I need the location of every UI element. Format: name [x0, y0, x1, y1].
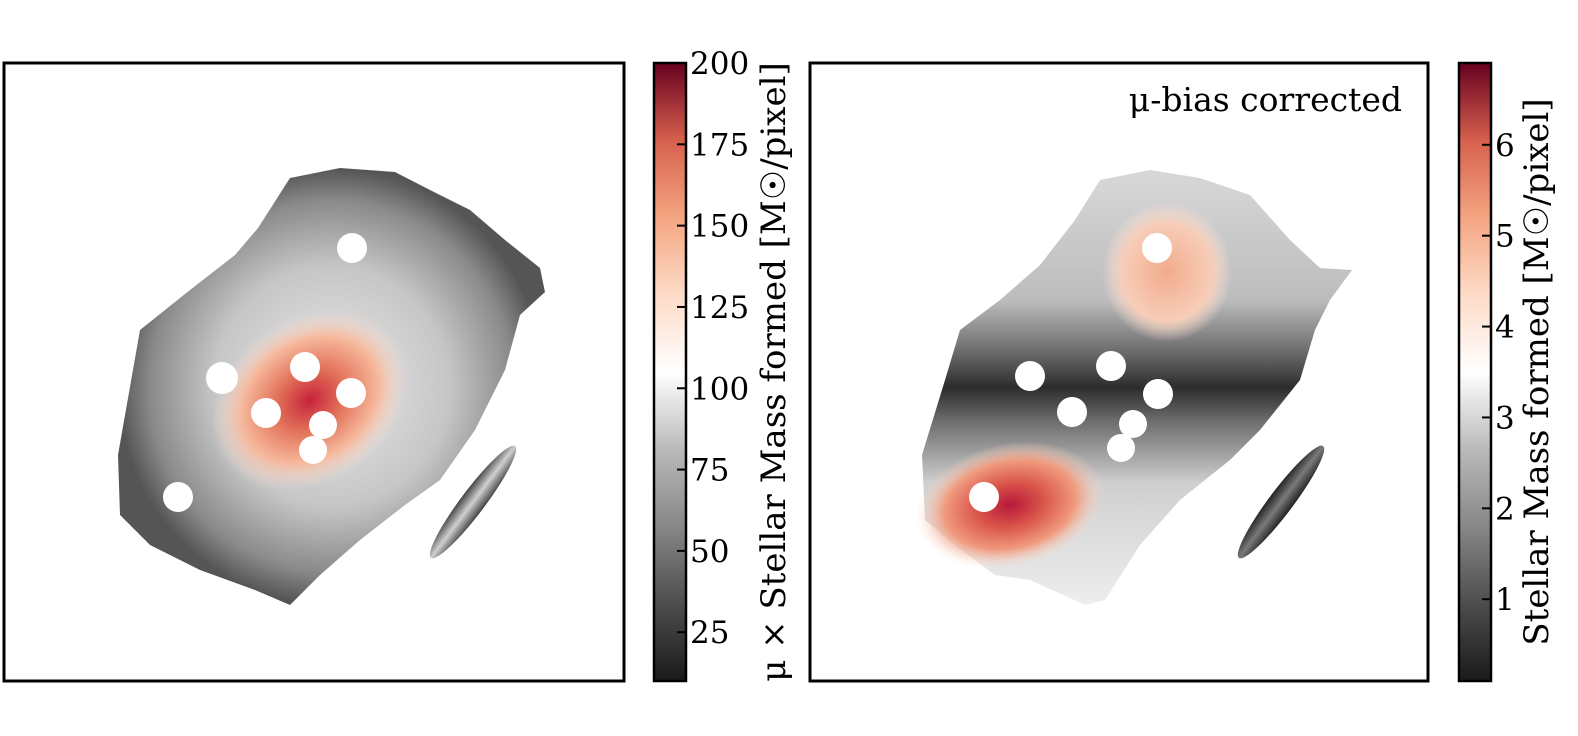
colorbar-tick-label: 6 — [1495, 128, 1515, 164]
masked-star — [1057, 397, 1087, 427]
colorbar-tick-label: 5 — [1495, 219, 1515, 255]
panel-left — [2, 61, 626, 683]
sf-region-upper — [1102, 202, 1232, 342]
masked-star — [290, 352, 320, 382]
colorbar-ticks-right: 1 2 3 4 5 6 — [1482, 128, 1515, 618]
colorbar-tick-label: 125 — [690, 290, 749, 326]
galaxy-core-left — [211, 309, 409, 491]
colorbar-tick-label: 150 — [690, 209, 749, 245]
colorbar-tick-label: 1 — [1495, 582, 1515, 618]
colorbar-tick-label: 100 — [690, 371, 749, 407]
axes-frame-right — [808, 61, 1430, 683]
colorbar-tick-label: 75 — [690, 453, 729, 489]
masked-star — [1107, 434, 1135, 462]
axes-frame-left — [2, 61, 626, 683]
colorbar-ticks-left: 25 50 75 100 125 150 175 200 — [677, 46, 749, 651]
masked-star — [1015, 361, 1045, 391]
colorbar-tick-label: 4 — [1495, 310, 1515, 346]
masked-star — [969, 482, 999, 512]
masked-star — [337, 233, 367, 263]
sf-region-lower — [916, 441, 1104, 569]
panel-right: μ-bias corrected — [808, 61, 1430, 683]
galaxy-map-left — [118, 168, 545, 605]
masked-star — [309, 411, 337, 439]
edge-on-galaxy-right — [1237, 445, 1325, 559]
colorbar-tick-label: 175 — [690, 127, 749, 163]
colorbar-gradient-right — [1457, 61, 1493, 683]
colorbar-tick-label: 3 — [1495, 400, 1515, 436]
panel-annotation-right: μ-bias corrected — [1129, 80, 1402, 119]
colorbar-tick-label: 200 — [690, 46, 749, 82]
masked-star — [1119, 410, 1147, 438]
galaxy-map-right — [916, 170, 1352, 605]
masked-star — [251, 398, 281, 428]
colorbar-tick-label: 2 — [1495, 491, 1515, 527]
masked-star — [1143, 379, 1173, 409]
edge-on-galaxy-left — [429, 445, 517, 559]
masked-star — [336, 378, 366, 408]
masked-star — [1142, 233, 1172, 263]
colorbar-label-left: μ × Stellar Mass formed [M☉/pixel] — [754, 62, 794, 681]
colorbar-tick-label: 50 — [690, 534, 729, 570]
colorbar-right: 1 2 3 4 5 6 Stellar Mass formed [M☉/pixel] — [1457, 61, 1557, 683]
colorbar-label-right: Stellar Mass formed [M☉/pixel] — [1517, 98, 1557, 645]
masked-star — [1096, 351, 1126, 381]
masked-star — [206, 362, 238, 394]
masked-star — [163, 482, 193, 512]
masked-star — [299, 436, 327, 464]
colorbar-gradient-left — [652, 61, 688, 683]
colorbar-tick-label: 25 — [690, 615, 729, 651]
colorbar-left: 25 50 75 100 125 150 175 200 μ × Stellar Mass f… — [652, 46, 794, 683]
